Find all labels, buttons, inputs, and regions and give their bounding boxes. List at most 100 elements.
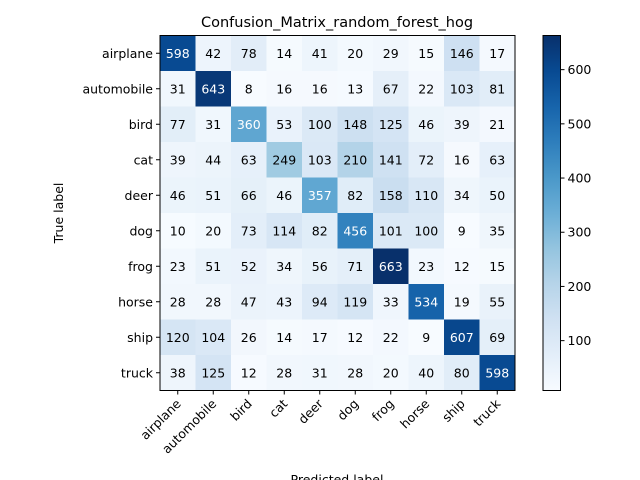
heatmap-cell — [479, 319, 516, 356]
x-axis-label: Predicted label — [291, 472, 384, 480]
cell-value-label: 55 — [489, 294, 505, 309]
heatmap-cell — [373, 213, 409, 249]
cell-value-label: 22 — [418, 81, 434, 96]
cell-value-label: 16 — [454, 152, 470, 167]
cell-value-label: 119 — [343, 294, 367, 309]
cell-value-label: 598 — [166, 46, 190, 61]
cell-value-label: 31 — [170, 81, 186, 96]
heatmap-cell — [195, 284, 232, 320]
heatmap-cell — [160, 177, 196, 214]
heatmap-cell — [444, 177, 480, 214]
cell-value-label: 52 — [241, 259, 257, 274]
cell-value-label: 66 — [241, 188, 257, 203]
x-tick-label: horse — [397, 396, 433, 432]
heatmap-cell — [266, 71, 303, 107]
cell-value-label: 35 — [489, 223, 505, 238]
y-tick-label: horse — [118, 294, 153, 309]
cell-value-label: 16 — [276, 81, 292, 96]
cell-value-label: 103 — [308, 152, 332, 167]
cell-value-label: 50 — [489, 188, 505, 203]
heatmap-cell — [444, 355, 480, 391]
heatmap-cell — [373, 142, 409, 178]
heatmap-cell — [479, 142, 516, 178]
heatmap-cell — [337, 248, 374, 285]
y-axis-ticks: airplane automobile bird cat deer dog frog hors… — [82, 46, 160, 380]
cell-value-label: 17 — [489, 46, 505, 61]
heatmap-cell — [195, 213, 232, 249]
cell-value-label: 125 — [379, 117, 403, 132]
heatmap-cell — [302, 177, 338, 214]
heatmap-cell — [302, 142, 338, 178]
heatmap-cell — [266, 142, 303, 178]
cell-value-label: 158 — [379, 188, 403, 203]
cell-value-label: 598 — [485, 365, 509, 380]
cell-value-label: 357 — [308, 188, 332, 203]
cell-value-label: 34 — [276, 259, 292, 274]
cell-value-label: 8 — [245, 81, 253, 96]
heatmap-cell — [231, 106, 267, 143]
heatmap-cell — [160, 106, 196, 143]
cell-value-label: 39 — [170, 152, 186, 167]
heatmap-cell — [444, 284, 480, 320]
heatmap-cell — [266, 106, 303, 143]
chart-title: Confusion_Matrix_random_forest_hog — [201, 15, 473, 31]
cell-value-label: 146 — [450, 46, 474, 61]
heatmap-cell — [266, 284, 303, 320]
cell-value-label: 73 — [241, 223, 257, 238]
cell-value-label: 20 — [205, 223, 221, 238]
heatmap-cell — [160, 71, 196, 107]
heatmap-cells — [160, 35, 516, 391]
cell-value-label: 23 — [418, 259, 434, 274]
heatmap-cell — [160, 35, 196, 72]
cell-value-label: 46 — [418, 117, 434, 132]
heatmap-cell — [231, 355, 267, 391]
x-tick-label: frog — [369, 396, 397, 424]
cell-value-label: 14 — [276, 46, 292, 61]
heatmap-cell — [195, 177, 232, 214]
cell-value-label: 13 — [347, 81, 363, 96]
heatmap-cell — [231, 319, 267, 356]
cell-value-label: 41 — [312, 46, 328, 61]
cell-value-label: 26 — [241, 330, 257, 345]
cell-value-label: 101 — [379, 223, 403, 238]
cell-value-label: 22 — [383, 330, 399, 345]
heatmap-cell — [231, 35, 267, 72]
x-tick-label: cat — [266, 396, 290, 420]
heatmap-cell — [302, 248, 338, 285]
colorbar-ticks: 100 200 300 400 500 600 — [560, 62, 591, 348]
cell-value-label: 663 — [379, 259, 403, 274]
y-tick-label: frog — [128, 259, 153, 274]
heatmap-cell — [231, 284, 267, 320]
cell-value-label: 148 — [343, 117, 367, 132]
heatmap-cell — [160, 355, 196, 391]
cell-value-label: 67 — [383, 81, 399, 96]
heatmap-cell — [231, 213, 267, 249]
cell-value-label: 46 — [170, 188, 186, 203]
plot-frame — [159, 35, 516, 391]
heatmap-cell — [444, 35, 480, 72]
heatmap-cell — [337, 319, 374, 356]
x-tick-label: deer — [295, 395, 326, 426]
heatmap-cell — [373, 319, 409, 356]
heatmap-cell — [444, 213, 480, 249]
heatmap-cell — [408, 106, 445, 143]
cell-value-label: 72 — [418, 152, 434, 167]
cell-value-label: 77 — [170, 117, 186, 132]
cell-value-label: 21 — [489, 117, 505, 132]
heatmap-cell — [337, 177, 374, 214]
y-tick-label: deer — [125, 188, 154, 203]
heatmap-cell — [195, 248, 232, 285]
cell-value-label: 14 — [276, 330, 292, 345]
heatmap-cell — [302, 71, 338, 107]
heatmap-cell — [160, 284, 196, 320]
x-tick-label: truck — [470, 395, 504, 429]
cell-value-label: 100 — [308, 117, 332, 132]
heatmap-cell — [337, 284, 374, 320]
cell-value-label: 110 — [414, 188, 438, 203]
cell-value-label: 100 — [414, 223, 438, 238]
y-tick-label: automobile — [82, 81, 153, 96]
cell-value-label: 20 — [347, 46, 363, 61]
heatmap-cell — [266, 35, 303, 72]
heatmap-cell — [337, 355, 374, 391]
